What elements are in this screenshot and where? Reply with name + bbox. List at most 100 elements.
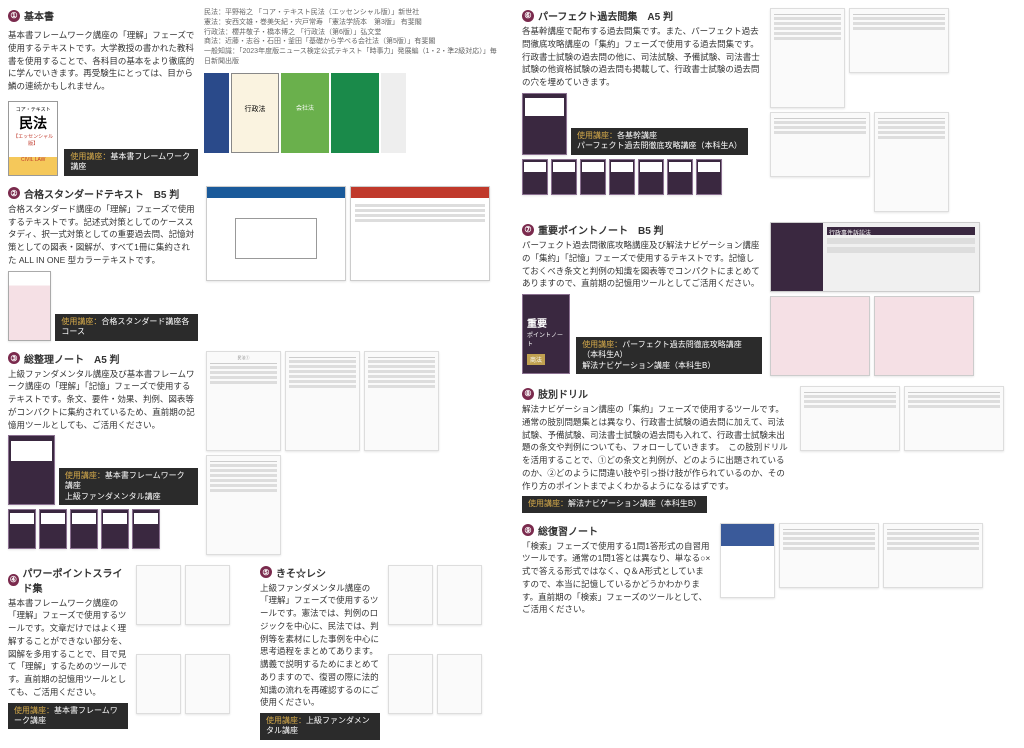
book-thumb-small bbox=[638, 159, 664, 195]
page-preview bbox=[364, 351, 439, 451]
badge-label: 使用講座： bbox=[61, 317, 101, 326]
page-preview bbox=[185, 654, 230, 714]
title-5: きそ☆レシ bbox=[276, 565, 326, 580]
section-6: ⑥ パーフェクト過去問集 A5 判 各基幹講座で配布する過去問集です。また、パー… bbox=[522, 8, 1016, 212]
title-8: 肢別ドリル bbox=[538, 386, 588, 401]
badge-label: 使用講座： bbox=[577, 131, 617, 140]
section-4: ④ パワーポイントスライド集 基本書フレームワーク講座の「理解」フェーズで使用す… bbox=[8, 565, 250, 740]
title-3: 総整理ノート A5 判 bbox=[24, 351, 120, 366]
page-preview bbox=[437, 654, 482, 714]
book-thumb-small bbox=[551, 159, 577, 195]
book-thumb-small bbox=[70, 509, 98, 549]
desc-5: 上級ファンダメンタル講座の「理解」フェーズで使用するツールです。憲法では、判例の… bbox=[260, 582, 380, 710]
book-cover-dark bbox=[522, 93, 567, 155]
book-spine: 会社法 bbox=[281, 73, 329, 153]
desc-8: 解法ナビゲーション講座の「集約」フェーズで使用するツールです。通常の肢別問題集と… bbox=[522, 403, 792, 492]
badge-label: 使用講座： bbox=[582, 340, 622, 349]
book-subtitle: コア・テキスト bbox=[13, 106, 53, 113]
book-edition: 【エッセンシャル版】 bbox=[13, 133, 53, 147]
book-thumb-small bbox=[522, 159, 548, 195]
page-preview bbox=[874, 296, 974, 376]
badge-label: 使用講座： bbox=[65, 471, 105, 480]
book-thumb-small bbox=[580, 159, 606, 195]
title-2: 合格スタンダードテキスト B5 判 bbox=[24, 186, 179, 201]
page-preview bbox=[874, 112, 949, 212]
page-preview bbox=[388, 565, 433, 625]
desc-3: 上級ファンダメンタル講座及び基本書フレームワーク講座の「理解」「記憶」フェーズで… bbox=[8, 368, 198, 432]
book-thumb-small bbox=[8, 509, 36, 549]
juyo-tag: 商法 bbox=[527, 354, 545, 365]
num-icon-6: ⑥ bbox=[522, 10, 534, 22]
page-preview bbox=[849, 8, 949, 73]
page-preview bbox=[206, 186, 346, 281]
left-column: ① 基本書 基本書フレームワーク講座の「理解」フェーズで使用するテキストです。大… bbox=[8, 8, 502, 740]
badge-8: 使用講座：解法ナビゲーション講座（本科生B） bbox=[522, 496, 707, 512]
page-preview bbox=[185, 565, 230, 625]
book-cover-dark bbox=[8, 435, 55, 505]
page-preview bbox=[136, 565, 181, 625]
page-preview bbox=[206, 455, 281, 555]
desc-4: 基本書フレームワーク講座の「理解」フェーズで使用するツールです。文章だけではよく… bbox=[8, 597, 128, 699]
badge-label: 使用講座： bbox=[14, 706, 54, 715]
book-spine: 行政法 bbox=[231, 73, 279, 153]
section-5: ⑤ きそ☆レシ 上級ファンダメンタル講座の「理解」フェーズで使用するツールです。… bbox=[260, 565, 502, 740]
badge-4: 使用講座：基本書フレームワーク講座 bbox=[8, 703, 128, 730]
book-thumb-small bbox=[696, 159, 722, 195]
book-cover bbox=[8, 271, 51, 341]
page-preview bbox=[350, 186, 490, 281]
page-preview bbox=[770, 112, 870, 177]
book-thumb-small bbox=[39, 509, 67, 549]
book-cover-minpo: コア・テキスト 民法 【エッセンシャル版】 CIVIL LAW bbox=[8, 101, 58, 176]
section-9: ⑨ 総復習ノート 「検索」フェーズで使用する1問1答形式の自習用ツールです。通常… bbox=[522, 523, 1016, 621]
book-thumb-small bbox=[667, 159, 693, 195]
badge-label: 使用講座： bbox=[266, 716, 306, 725]
page-preview bbox=[770, 8, 845, 108]
juyo-title: 重要 bbox=[527, 315, 565, 330]
page-preview bbox=[437, 565, 482, 625]
badge-3: 使用講座：基本書フレームワーク講座 上級ファンダメンタル講座 bbox=[59, 468, 198, 505]
title-9: 総復習ノート bbox=[538, 523, 598, 538]
desc-2: 合格スタンダード講座の「理解」フェーズで使用するテキストです。記述式対策としての… bbox=[8, 203, 198, 267]
page-preview bbox=[770, 296, 870, 376]
section-1: ① 基本書 基本書フレームワーク講座の「理解」フェーズで使用するテキストです。大… bbox=[8, 8, 502, 176]
desc-9: 「検索」フェーズで使用する1問1答形式の自習用ツールです。通常の1問1答とは異な… bbox=[522, 540, 712, 617]
section-3: ③ 総整理ノート A5 判 上級ファンダメンタル講座及び基本書フレームワーク講座… bbox=[8, 351, 502, 555]
num-icon-2: ② bbox=[8, 187, 20, 199]
badge-6: 使用講座：各基幹講座 パーフェクト過去問徹底攻略講座（本科生A） bbox=[571, 128, 748, 155]
page-preview bbox=[779, 523, 879, 588]
credits-1: 民法：平野裕之 「コア・テキスト民法（エッセンシャル版）」新世社 憲法：安西文雄… bbox=[204, 8, 502, 67]
book-thumb-small bbox=[132, 509, 160, 549]
title-7: 重要ポイントノート B5 判 bbox=[538, 222, 664, 237]
desc-1: 基本書フレームワーク講座の「理解」フェーズで使用するテキストです。大学教授の書か… bbox=[8, 29, 198, 93]
num-icon-8: ⑧ bbox=[522, 388, 534, 400]
book-spine bbox=[381, 73, 406, 153]
badge-2: 使用講座：合格スタンダード講座各コース bbox=[55, 314, 198, 341]
title-4: パワーポイントスライド集 bbox=[23, 565, 128, 595]
page-preview: 民法① bbox=[206, 351, 281, 451]
desc-7: パーフェクト過去問徹底攻略講座及び解法ナビゲーション講座の「集約」「記憶」フェー… bbox=[522, 239, 762, 290]
desc-6: 各基幹講座で配布する過去問集です。また、パーフェクト過去問徹底攻略講座の「集約」… bbox=[522, 25, 762, 89]
num-icon-7: ⑦ bbox=[522, 224, 534, 236]
num-icon-3: ③ bbox=[8, 352, 20, 364]
title-1: 基本書 bbox=[24, 8, 54, 23]
badge-7: 使用講座：パーフェクト過去問徹底攻略講座（本科生A） 解法ナビゲーション講座（本… bbox=[576, 337, 762, 374]
book-spine bbox=[331, 73, 379, 153]
page-preview bbox=[800, 386, 900, 451]
num-icon-5: ⑤ bbox=[260, 566, 272, 578]
page-preview bbox=[904, 386, 1004, 451]
num-icon-4: ④ bbox=[8, 574, 19, 586]
book-cover-juyo: 重要 ポイントノート 商法 bbox=[522, 294, 570, 374]
section-7: ⑦ 重要ポイントノート B5 判 パーフェクト過去問徹底攻略講座及び解法ナビゲー… bbox=[522, 222, 1016, 376]
book-thumb-small bbox=[101, 509, 129, 549]
section-8: ⑧ 肢別ドリル 解法ナビゲーション講座の「集約」フェーズで使用するツールです。通… bbox=[522, 386, 1016, 513]
page-preview bbox=[136, 654, 181, 714]
book-spine bbox=[204, 73, 229, 153]
page-preview bbox=[720, 523, 775, 598]
page-container: ① 基本書 基本書フレームワーク講座の「理解」フェーズで使用するテキストです。大… bbox=[8, 8, 1016, 740]
page-preview bbox=[388, 654, 433, 714]
badge-label: 使用講座： bbox=[70, 152, 110, 161]
badge-1: 使用講座：基本書フレームワーク講座 bbox=[64, 149, 198, 176]
section-2: ② 合格スタンダードテキスト B5 判 合格スタンダード講座の「理解」フェーズで… bbox=[8, 186, 502, 341]
page-preview bbox=[285, 351, 360, 451]
num-icon-9: ⑨ bbox=[522, 524, 534, 536]
